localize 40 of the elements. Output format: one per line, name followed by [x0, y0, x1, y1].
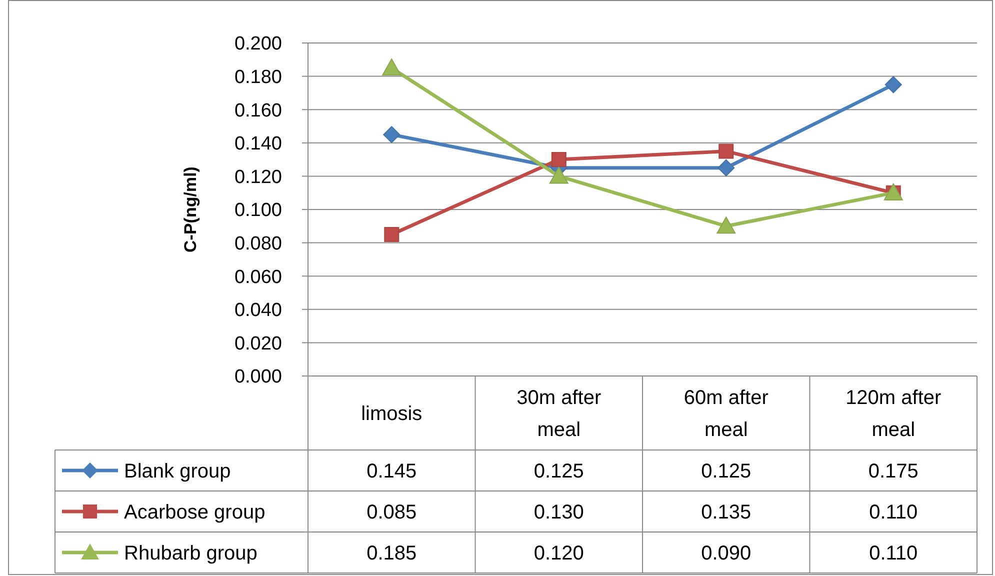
point: [551, 152, 566, 168]
y-tick-label: 0.040: [234, 300, 282, 322]
y-tick-label: 0.060: [234, 266, 282, 288]
y-tick-label: 0.160: [234, 100, 282, 122]
data-label: 0.110: [869, 542, 918, 564]
data-label: 0.130: [534, 502, 584, 524]
legend-label: Rhubarb group: [124, 542, 258, 564]
data-label: 0.145: [366, 460, 417, 482]
point: [383, 126, 400, 144]
data-label: 0.090: [701, 542, 752, 564]
point: [718, 144, 734, 159]
y-tick-label: 0.000: [234, 366, 282, 388]
x-tick-label: limosis: [361, 403, 422, 425]
y-tick-label: 0.100: [234, 200, 282, 222]
point: [716, 216, 736, 234]
data-label: 0.175: [868, 460, 918, 482]
y-tick-label: 0.020: [234, 333, 282, 354]
data-label: 0.085: [366, 502, 417, 524]
y-axis-title: C-P(ng/ml): [181, 166, 200, 252]
point: [549, 166, 568, 184]
data-label: 0.125: [534, 460, 584, 482]
x-tick-label: 120m after meal: [846, 387, 942, 441]
data-label: 0.110: [869, 502, 918, 524]
data-label: 0.125: [701, 460, 752, 482]
legend-label: Blank group: [124, 460, 231, 482]
point: [384, 226, 400, 242]
y-tick-label: 0.180: [234, 66, 282, 88]
x-tick-label: 30m after meal: [516, 387, 602, 441]
legend-label: Acarbose group: [124, 502, 266, 524]
data-label: 0.135: [701, 502, 752, 524]
point: [718, 159, 735, 176]
y-tick-label: 0.080: [234, 233, 282, 254]
x-tick-label: 60m after meal: [684, 387, 769, 441]
y-tick-label: 0.140: [234, 134, 282, 155]
data-label: 0.185: [366, 542, 417, 564]
point: [382, 58, 402, 76]
y-tick-label: 0.120: [234, 166, 282, 188]
point: [884, 76, 902, 94]
data-label: 0.120: [534, 542, 584, 564]
y-tick-label: 0.200: [234, 34, 282, 55]
